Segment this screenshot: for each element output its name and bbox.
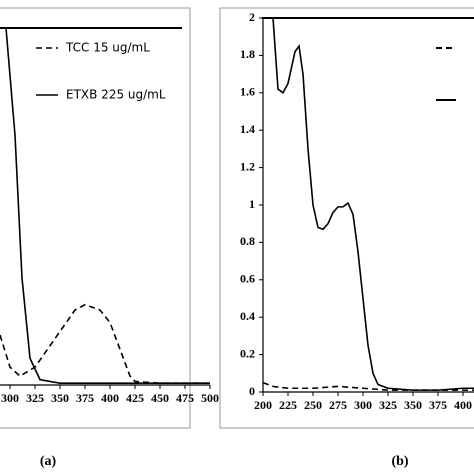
y-tick-label: 0.8	[240, 234, 255, 248]
x-tick-label: 275	[329, 398, 347, 412]
y-tick-label: 0.4	[240, 309, 255, 323]
panel-a-frame	[0, 7, 191, 429]
x-tick-label: 375	[429, 398, 447, 412]
x-tick-label: 200	[254, 398, 272, 412]
panel-label: (b)	[391, 454, 408, 469]
y-tick-label: 2	[249, 10, 255, 24]
x-tick-label: 250	[304, 398, 322, 412]
y-tick-label: 0	[249, 384, 255, 398]
y-tick-label: 1.8	[240, 47, 255, 61]
y-tick-label: 1.2	[240, 159, 255, 173]
x-tick-label: 375	[76, 391, 94, 405]
x-tick-label: 350	[51, 391, 69, 405]
panel-label: (a)	[40, 454, 57, 469]
x-tick-label: 425	[126, 391, 144, 405]
x-tick-label: 400	[454, 398, 472, 412]
y-tick-label: 1.4	[240, 122, 255, 136]
y-tick-label: 1	[249, 197, 255, 211]
y-tick-label: 0.6	[240, 272, 255, 286]
x-tick-label: 450	[151, 391, 169, 405]
x-tick-label: 300	[354, 398, 372, 412]
x-tick-label: 500	[201, 391, 219, 405]
x-tick-label: 350	[404, 398, 422, 412]
y-tick-label: 0.2	[240, 346, 255, 360]
legend-label: ETXB 225 ug/mL	[66, 88, 166, 102]
line	[0, 303, 210, 385]
x-tick-label: 475	[176, 391, 194, 405]
line	[272, 17, 474, 391]
x-tick-label: 325	[26, 391, 44, 405]
x-tick-label: 325	[379, 398, 397, 412]
panel-b-frame	[219, 7, 474, 429]
legend-label: TCC 15 ug/mL	[65, 41, 150, 55]
x-tick-label: 225	[279, 398, 297, 412]
line	[5, 27, 210, 385]
x-tick-label: 400	[101, 391, 119, 405]
x-tick-label: 300	[1, 391, 19, 405]
y-tick-label: 1.6	[240, 85, 255, 99]
